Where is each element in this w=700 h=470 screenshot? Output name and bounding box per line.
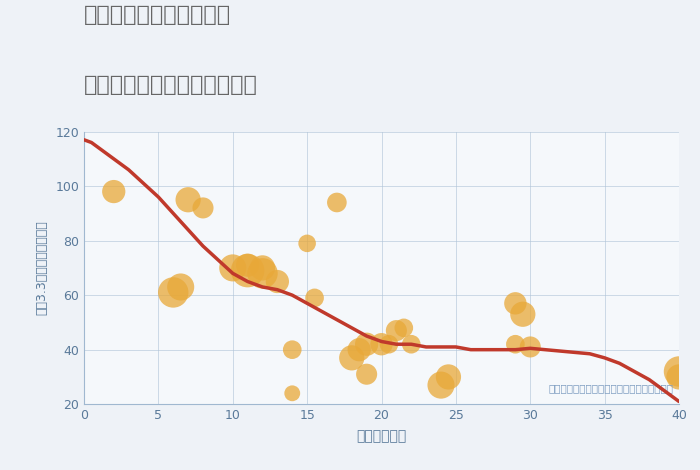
Point xyxy=(361,340,372,348)
Text: 築年数別中古マンション価格: 築年数別中古マンション価格 xyxy=(84,75,258,95)
Point xyxy=(272,278,283,285)
Point xyxy=(287,346,298,353)
Text: 兵庫県姫路市増位本町の: 兵庫県姫路市増位本町の xyxy=(84,5,231,25)
Point xyxy=(384,340,395,348)
Point xyxy=(673,373,685,381)
Point xyxy=(510,299,521,307)
Point xyxy=(242,267,253,274)
Point xyxy=(227,264,238,272)
Point xyxy=(525,343,536,351)
Point xyxy=(183,196,194,204)
Point xyxy=(443,373,454,381)
Point xyxy=(108,188,119,196)
Point xyxy=(391,327,402,334)
Point xyxy=(302,240,313,247)
Point xyxy=(673,368,685,375)
Point xyxy=(309,294,320,302)
Point xyxy=(168,289,179,296)
Point xyxy=(257,264,268,272)
Text: 円の大きさは、取引のあった物件面積を示す: 円の大きさは、取引のあった物件面積を示す xyxy=(548,384,673,393)
X-axis label: 築年数（年）: 築年数（年） xyxy=(356,429,407,443)
Point xyxy=(242,261,253,269)
Point xyxy=(346,354,357,361)
Point xyxy=(287,390,298,397)
Point xyxy=(510,340,521,348)
Point xyxy=(257,270,268,277)
Point xyxy=(435,381,447,389)
Point xyxy=(517,311,528,318)
Point xyxy=(406,340,417,348)
Point xyxy=(354,346,365,353)
Y-axis label: 坪（3.3㎡）単価（万円）: 坪（3.3㎡）単価（万円） xyxy=(35,220,48,315)
Point xyxy=(376,340,387,348)
Point xyxy=(331,199,342,206)
Point xyxy=(175,283,186,291)
Point xyxy=(197,204,209,212)
Point xyxy=(361,370,372,378)
Point xyxy=(398,324,409,332)
